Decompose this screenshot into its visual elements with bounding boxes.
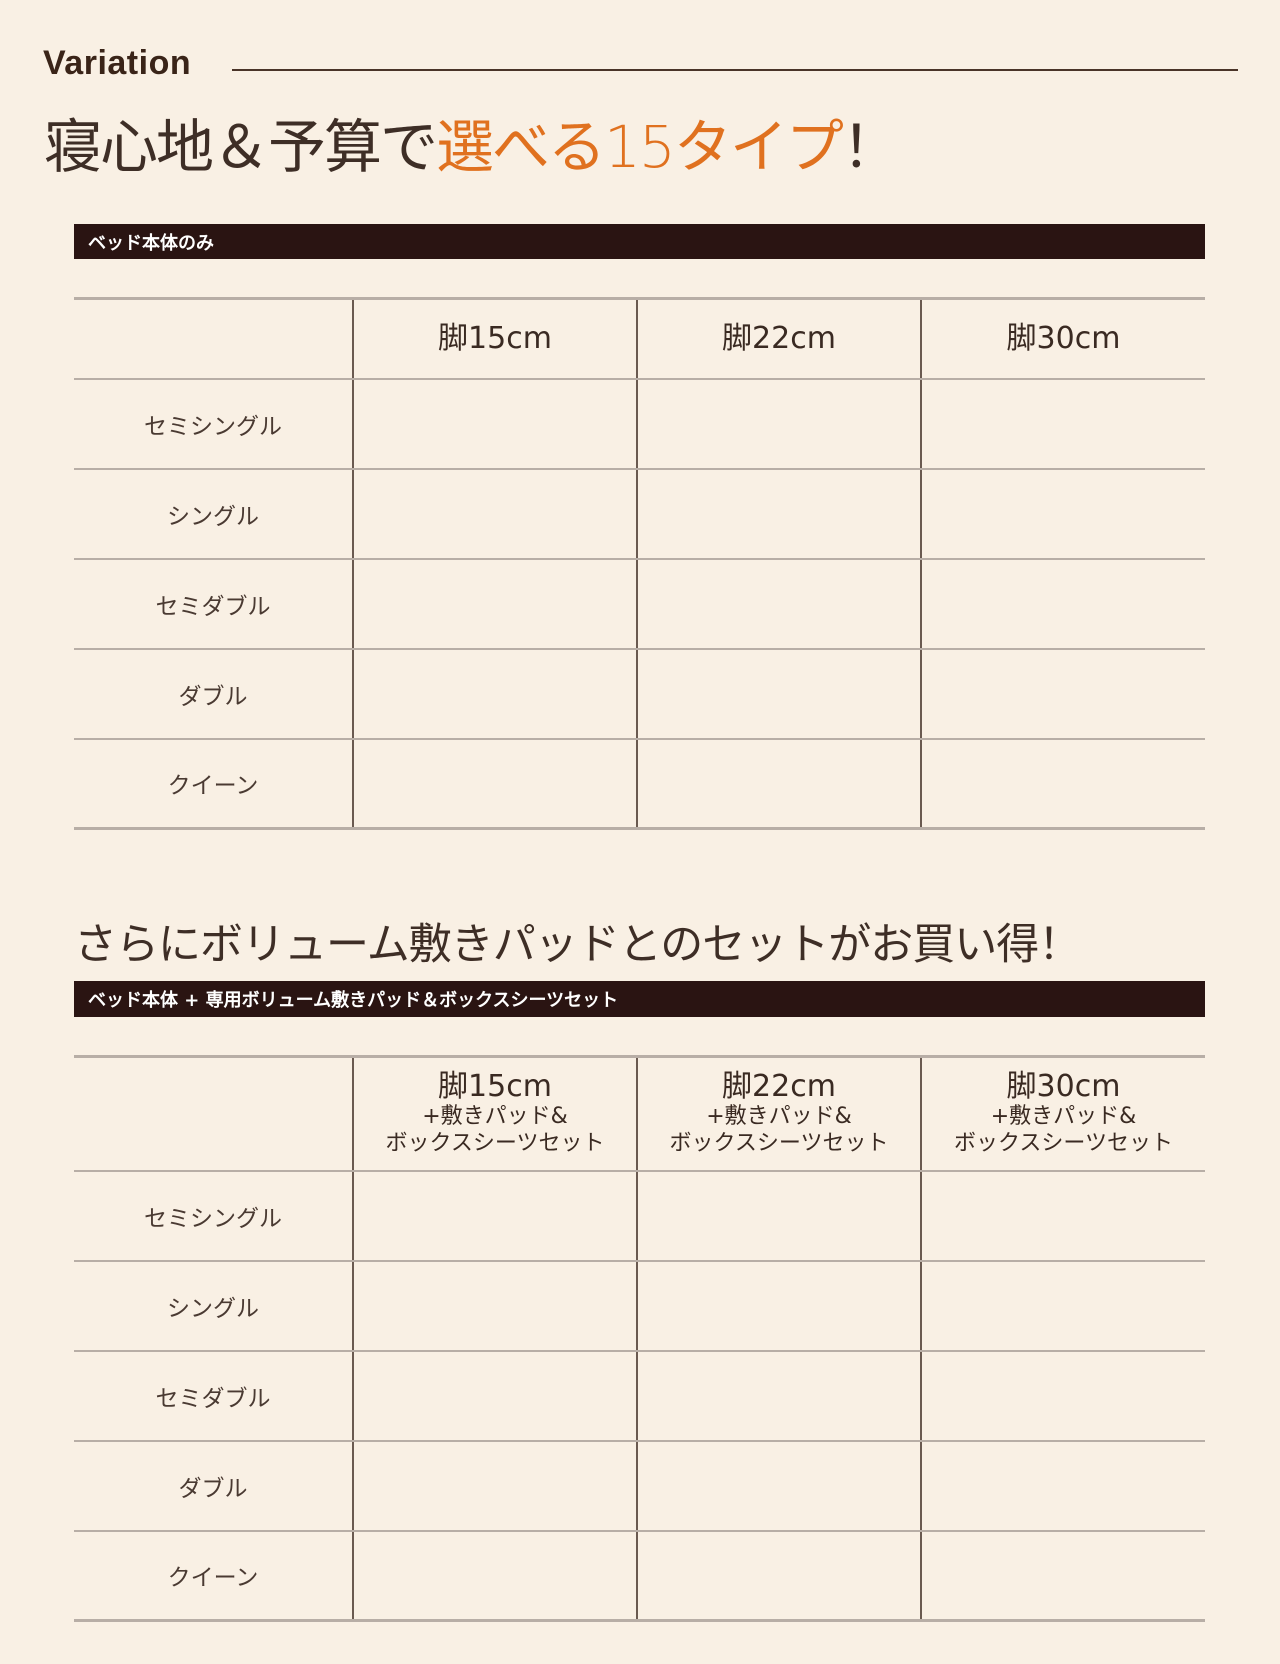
size-label: ダブル bbox=[74, 1440, 353, 1532]
table-row: クイーン bbox=[74, 738, 1205, 830]
table-cell bbox=[352, 468, 637, 560]
table-cell bbox=[352, 648, 637, 740]
table-cell bbox=[352, 558, 637, 650]
table-cell bbox=[636, 1260, 921, 1352]
column-header-main: 脚30cm bbox=[1006, 1068, 1121, 1104]
divider bbox=[232, 69, 1238, 71]
variation-table-with-set: 脚15cm +敷きパッド& ボックスシーツセット 脚22cm +敷きパッド& ボックスシー… bbox=[74, 1055, 1205, 1622]
column-header-main: 脚15cm bbox=[438, 1068, 552, 1104]
size-label: クイーン bbox=[74, 1530, 353, 1622]
table-cell bbox=[352, 1530, 637, 1622]
set-subtitle: さらにボリューム敷きパッドとのセットがお買い得！ bbox=[74, 920, 1081, 970]
size-label: ダブル bbox=[74, 648, 353, 740]
column-header: 脚30cm +敷きパッド& ボックスシーツセット bbox=[920, 1055, 1205, 1172]
title-plain: 寝心地＆予算で bbox=[44, 113, 438, 181]
column-header: 脚22cm +敷きパッド& ボックスシーツセット bbox=[636, 1055, 921, 1172]
table-cell bbox=[636, 1350, 921, 1442]
table-cell bbox=[352, 1350, 637, 1442]
table-cell bbox=[636, 558, 921, 650]
header-row: 脚15cm 脚22cm 脚30cm bbox=[74, 297, 1205, 380]
page-title: 寝心地＆予算で選べる15タイプ！ bbox=[44, 100, 900, 184]
header-row: 脚15cm +敷きパッド& ボックスシーツセット 脚22cm +敷きパッド& ボックスシー… bbox=[74, 1055, 1205, 1172]
column-header: 脚15cm +敷きパッド& ボックスシーツセット bbox=[352, 1055, 637, 1172]
table-cell bbox=[352, 1440, 637, 1532]
table-cell bbox=[636, 1440, 921, 1532]
column-header-sub1: +敷きパッド& bbox=[990, 1103, 1137, 1129]
table-row: シングル bbox=[74, 1260, 1205, 1352]
table-row: セミダブル bbox=[74, 558, 1205, 650]
table-cell bbox=[636, 738, 921, 830]
variation-table-bed-only: 脚15cm 脚22cm 脚30cm セミシングル シングル セミダブル ダブル クイーン bbox=[74, 297, 1205, 830]
table-cell bbox=[352, 1260, 637, 1352]
column-header: 脚30cm bbox=[920, 297, 1205, 380]
column-header: 脚15cm bbox=[352, 297, 637, 380]
column-header-main: 脚22cm bbox=[722, 320, 836, 356]
table-cell bbox=[636, 1530, 921, 1622]
column-header: 脚22cm bbox=[636, 297, 921, 380]
column-header-main: 脚15cm bbox=[438, 320, 552, 356]
table-cell bbox=[920, 738, 1205, 830]
corner-cell bbox=[74, 297, 353, 380]
table-cell bbox=[636, 378, 921, 470]
section-label: Variation bbox=[43, 44, 192, 82]
column-header-sub1: +敷きパッド& bbox=[422, 1103, 568, 1129]
table-cell bbox=[920, 1260, 1205, 1352]
section2-label: ベッド本体 + 専用ボリューム敷きパッド＆ボックスシーツセット bbox=[88, 990, 619, 1011]
table-row: セミダブル bbox=[74, 1350, 1205, 1442]
column-header-sub2: ボックスシーツセット bbox=[669, 1130, 889, 1156]
table-cell bbox=[636, 1170, 921, 1262]
table-row: ダブル bbox=[74, 648, 1205, 740]
size-label: セミダブル bbox=[74, 558, 353, 650]
table-row: ダブル bbox=[74, 1440, 1205, 1532]
table-cell bbox=[352, 1170, 637, 1262]
table-cell bbox=[920, 468, 1205, 560]
section1-label: ベッド本体のみ bbox=[88, 232, 214, 254]
column-header-sub2: ボックスシーツセット bbox=[954, 1130, 1173, 1156]
table-cell bbox=[920, 558, 1205, 650]
size-label: シングル bbox=[74, 468, 353, 560]
size-label: クイーン bbox=[74, 738, 353, 830]
size-label: セミダブル bbox=[74, 1350, 353, 1442]
table-cell bbox=[352, 738, 637, 830]
table-cell bbox=[352, 378, 637, 470]
corner-cell bbox=[74, 1055, 353, 1172]
title-accent: 選べる15タイプ bbox=[436, 113, 844, 181]
column-header-main: 脚22cm bbox=[722, 1068, 836, 1104]
table-cell bbox=[920, 1170, 1205, 1262]
column-header-sub1: +敷きパッド& bbox=[706, 1103, 852, 1129]
table-cell bbox=[920, 1530, 1205, 1622]
size-label: シングル bbox=[74, 1260, 353, 1352]
size-label: セミシングル bbox=[74, 378, 353, 470]
table-cell bbox=[920, 1440, 1205, 1532]
size-label: セミシングル bbox=[74, 1170, 353, 1262]
table-row: セミシングル bbox=[74, 378, 1205, 470]
column-header-main: 脚30cm bbox=[1006, 320, 1121, 356]
title-end: ！ bbox=[841, 113, 900, 181]
table-cell bbox=[636, 468, 921, 560]
table-cell bbox=[920, 1350, 1205, 1442]
table-row: クイーン bbox=[74, 1530, 1205, 1622]
table-cell bbox=[920, 378, 1205, 470]
table-cell bbox=[636, 648, 921, 740]
table-cell bbox=[920, 648, 1205, 740]
column-header-sub2: ボックスシーツセット bbox=[385, 1130, 605, 1156]
table-row: セミシングル bbox=[74, 1170, 1205, 1262]
section2-header-bar: ベッド本体 + 専用ボリューム敷きパッド＆ボックスシーツセット bbox=[74, 981, 1205, 1017]
section1-header-bar: ベッド本体のみ bbox=[74, 224, 1205, 259]
table-row: シングル bbox=[74, 468, 1205, 560]
